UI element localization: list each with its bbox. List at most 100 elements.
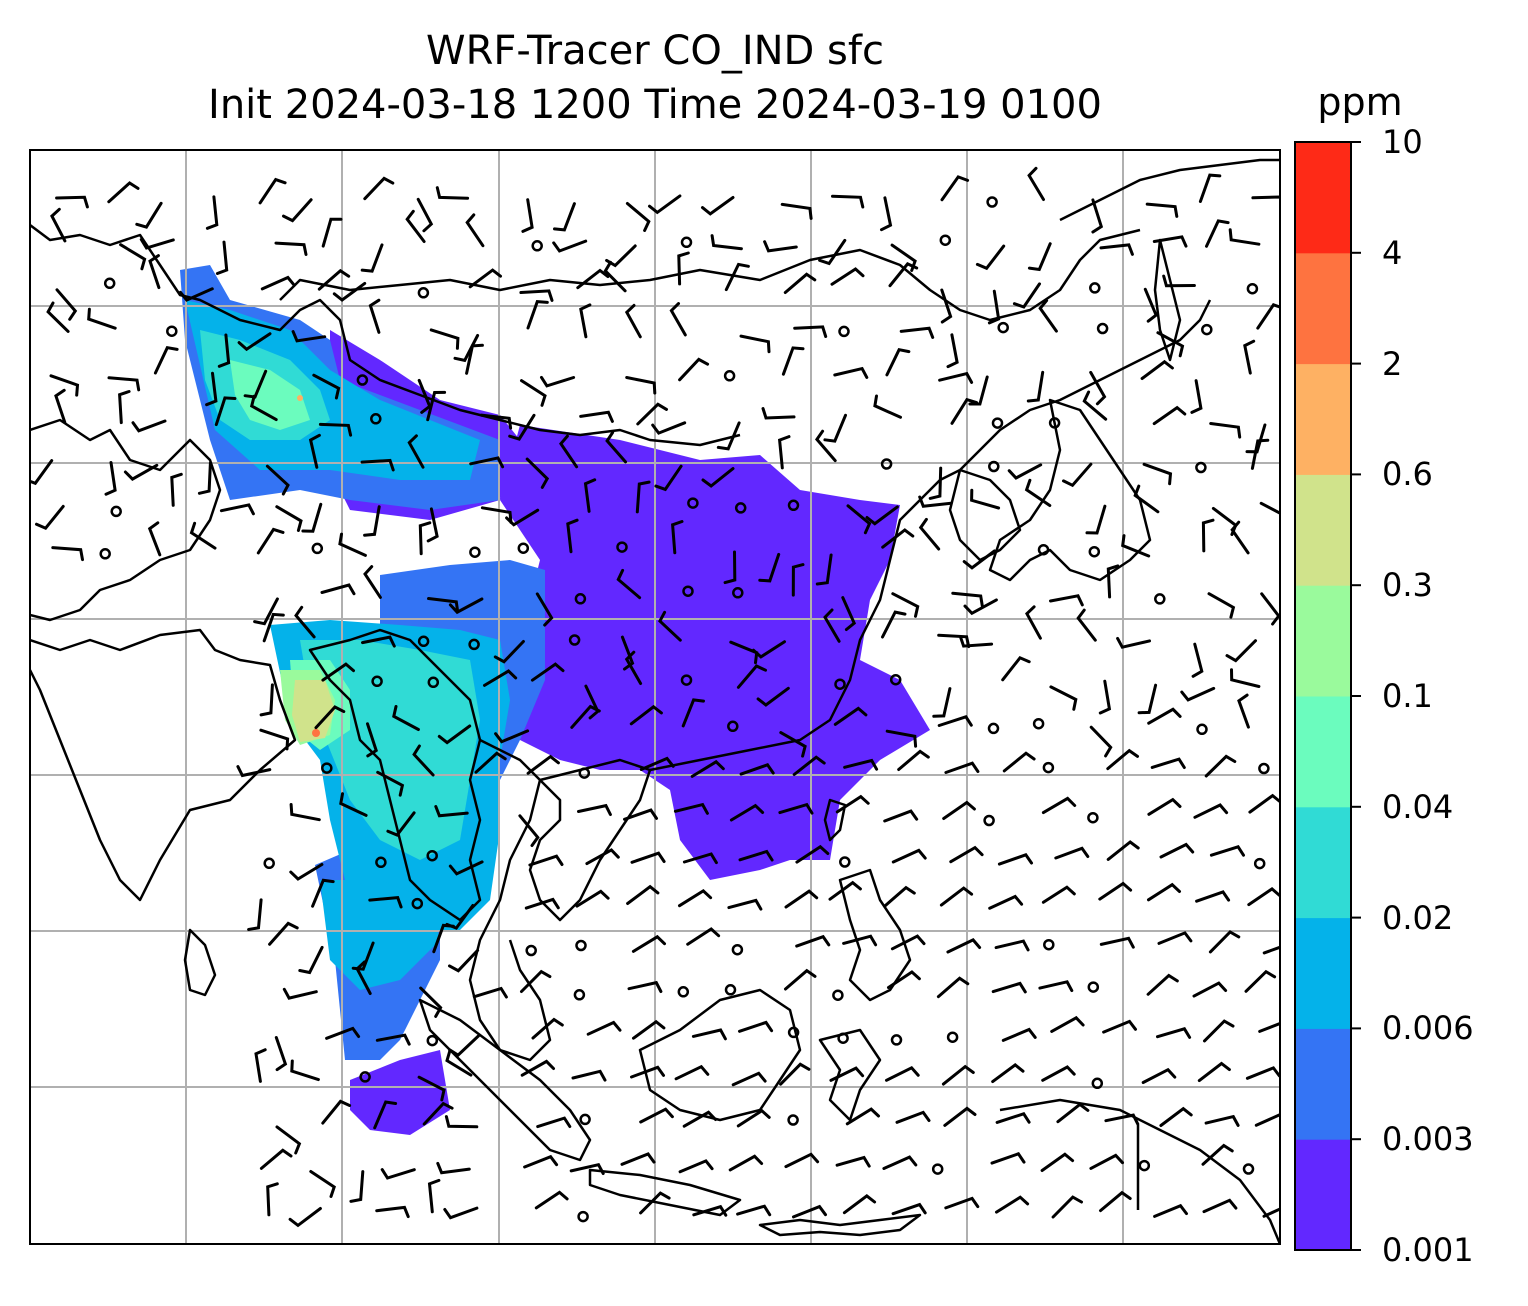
wind-barb xyxy=(530,662,565,682)
wind-barb xyxy=(883,809,919,823)
wind-barb xyxy=(1262,1207,1280,1218)
wind-barb xyxy=(639,1107,674,1124)
wind-barb xyxy=(519,289,554,302)
wind-barb xyxy=(636,402,668,426)
calm-circle xyxy=(321,762,333,774)
wind-barb xyxy=(320,583,356,596)
wind-barb xyxy=(375,1205,410,1219)
calm-circle xyxy=(1042,761,1055,774)
wind-barb xyxy=(1089,1153,1124,1170)
wind-barb xyxy=(942,800,976,820)
wind-barb xyxy=(178,287,214,302)
colorbar-tick-label: 4 xyxy=(1382,233,1403,272)
calm-circle xyxy=(1089,282,1101,294)
wind-barb xyxy=(1082,390,1108,421)
calm-circle xyxy=(1196,723,1208,736)
calm-circle xyxy=(727,720,739,733)
calm-circle xyxy=(356,374,369,386)
colorbar-unit: ppm xyxy=(1317,80,1403,124)
wind-barb xyxy=(1147,797,1182,816)
calm-circle xyxy=(880,458,893,470)
wind-barb xyxy=(521,198,534,233)
wind-barb xyxy=(249,394,278,422)
map-frame xyxy=(29,149,1281,1245)
wind-barb xyxy=(1099,1190,1132,1213)
map-title: WRF-Tracer CO_IND sfc xyxy=(426,28,884,74)
wind-barb xyxy=(576,268,610,290)
calm-circle xyxy=(680,674,693,686)
wind-barb xyxy=(815,553,833,586)
sakhalin xyxy=(1153,238,1182,362)
wind-barb xyxy=(1147,882,1181,902)
wind-barb xyxy=(1041,796,1077,815)
wind-barb xyxy=(325,1026,361,1040)
wind-barb xyxy=(46,301,70,333)
wind-barb xyxy=(970,488,1001,510)
wind-barb xyxy=(448,1034,480,1057)
wind-barb xyxy=(674,1064,710,1081)
colorbar-segment xyxy=(1295,1139,1351,1251)
wind-barb xyxy=(669,302,687,337)
wind-barb xyxy=(298,945,324,975)
wind-barb xyxy=(968,375,989,406)
lesser-sunda xyxy=(758,1213,922,1237)
coastlines xyxy=(30,158,1280,1244)
wind-barb xyxy=(254,1048,267,1083)
wind-barb xyxy=(289,803,321,822)
wind-barb xyxy=(991,1063,1025,1084)
wind-barb xyxy=(349,1170,365,1203)
wind-barb xyxy=(368,896,403,909)
wind-barb xyxy=(518,814,540,847)
wind-barb xyxy=(691,1028,727,1041)
russia-coast xyxy=(1059,158,1280,222)
wind-barb xyxy=(338,532,367,557)
wind-barb xyxy=(756,686,790,707)
wind-barb xyxy=(448,597,484,615)
wind-barb xyxy=(1143,287,1158,323)
wind-barb xyxy=(1198,173,1222,203)
wind-barb xyxy=(843,758,879,771)
wind-barb xyxy=(1207,592,1236,619)
wind-barb xyxy=(1062,462,1093,488)
wind-barb xyxy=(928,466,943,500)
wind-barb xyxy=(939,886,974,907)
wind-barb xyxy=(736,664,767,689)
wind-barb xyxy=(626,884,660,905)
wind-barb xyxy=(472,986,508,999)
wind-barb xyxy=(728,1154,764,1172)
wind-barb xyxy=(1156,1027,1192,1039)
wind-barb xyxy=(1106,748,1139,771)
calm-circle xyxy=(110,505,122,518)
wind-barb xyxy=(469,456,505,469)
wind-barb xyxy=(1193,803,1229,819)
wind-barb xyxy=(51,546,84,562)
calm-circle xyxy=(986,196,998,208)
wind-barb xyxy=(630,1065,665,1079)
calm-circle xyxy=(1087,811,1099,824)
wind-barb xyxy=(943,1106,977,1127)
wind-barb xyxy=(873,394,902,419)
calm-circle xyxy=(787,499,800,512)
wind-barb xyxy=(739,763,775,776)
wind-barb xyxy=(995,1195,1030,1214)
calm-circle xyxy=(1258,762,1270,775)
wind-barb xyxy=(1156,331,1185,358)
calm-circle xyxy=(517,542,530,554)
calm-circle xyxy=(724,984,737,996)
wind-barb xyxy=(895,1110,931,1124)
wind-barb xyxy=(738,849,774,862)
field-peak-orange xyxy=(312,729,320,737)
wind-barb xyxy=(321,1099,352,1125)
wind-barb xyxy=(949,845,984,864)
wind-barb xyxy=(1205,219,1230,248)
wind-barb xyxy=(131,419,167,433)
wind-barb xyxy=(846,504,872,535)
china-coast xyxy=(649,299,1212,772)
calm-circle xyxy=(682,585,694,597)
wind-barb xyxy=(294,605,316,639)
wind-barb xyxy=(681,698,705,728)
wind-barb xyxy=(465,213,485,248)
calm-circle xyxy=(1043,938,1055,951)
wind-barb xyxy=(569,1162,605,1175)
wind-barb xyxy=(534,1190,569,1210)
